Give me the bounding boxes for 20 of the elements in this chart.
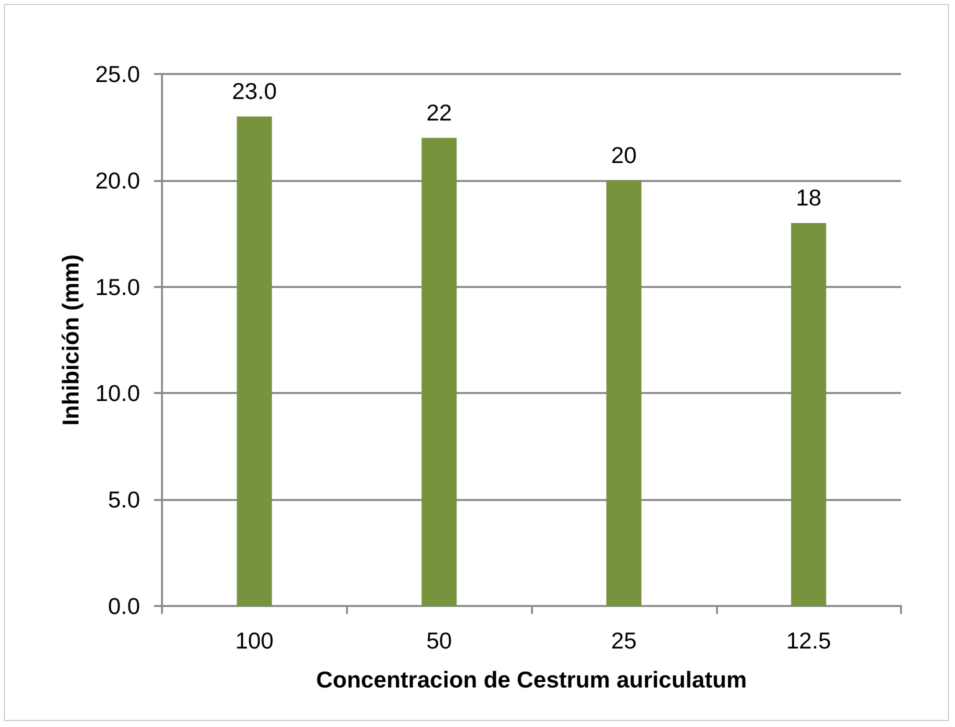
bar xyxy=(791,222,826,606)
x-tick-label: 100 xyxy=(235,628,274,654)
y-tick-label: 15.0 xyxy=(95,274,140,300)
data-label: 22 xyxy=(426,99,452,126)
x-tick-label: 12.5 xyxy=(786,628,832,654)
data-label: 18 xyxy=(796,184,822,210)
y-tick-label: 20.0 xyxy=(95,167,140,194)
y-tick-label: 10.0 xyxy=(95,380,140,406)
x-axis-title: Concentracion de Cestrum auriculatum xyxy=(316,666,747,692)
y-axis-title: Inhibición (mm) xyxy=(58,254,84,426)
bar xyxy=(606,180,642,606)
bar xyxy=(422,138,457,606)
y-tick-label: 5.0 xyxy=(108,486,140,513)
y-tick-label: 0.0 xyxy=(108,593,140,619)
x-tick-label: 25 xyxy=(611,628,637,654)
data-label: 20 xyxy=(611,142,637,168)
x-tick-label: 50 xyxy=(426,628,452,654)
data-label: 23.0 xyxy=(232,78,277,104)
y-tick-label: 25.0 xyxy=(95,61,140,87)
bar xyxy=(236,116,272,606)
